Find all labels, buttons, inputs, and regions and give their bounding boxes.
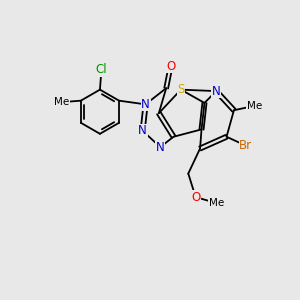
- Text: N: N: [141, 98, 150, 111]
- Text: Me: Me: [247, 101, 262, 111]
- Text: Me: Me: [208, 198, 224, 208]
- Text: S: S: [177, 83, 184, 96]
- Text: Cl: Cl: [96, 63, 107, 76]
- Text: N: N: [212, 85, 220, 98]
- Text: O: O: [191, 190, 200, 204]
- Text: N: N: [138, 124, 147, 137]
- Text: Br: Br: [239, 139, 252, 152]
- Text: Me: Me: [54, 97, 69, 107]
- Text: N: N: [156, 141, 165, 154]
- Text: O: O: [166, 60, 175, 73]
